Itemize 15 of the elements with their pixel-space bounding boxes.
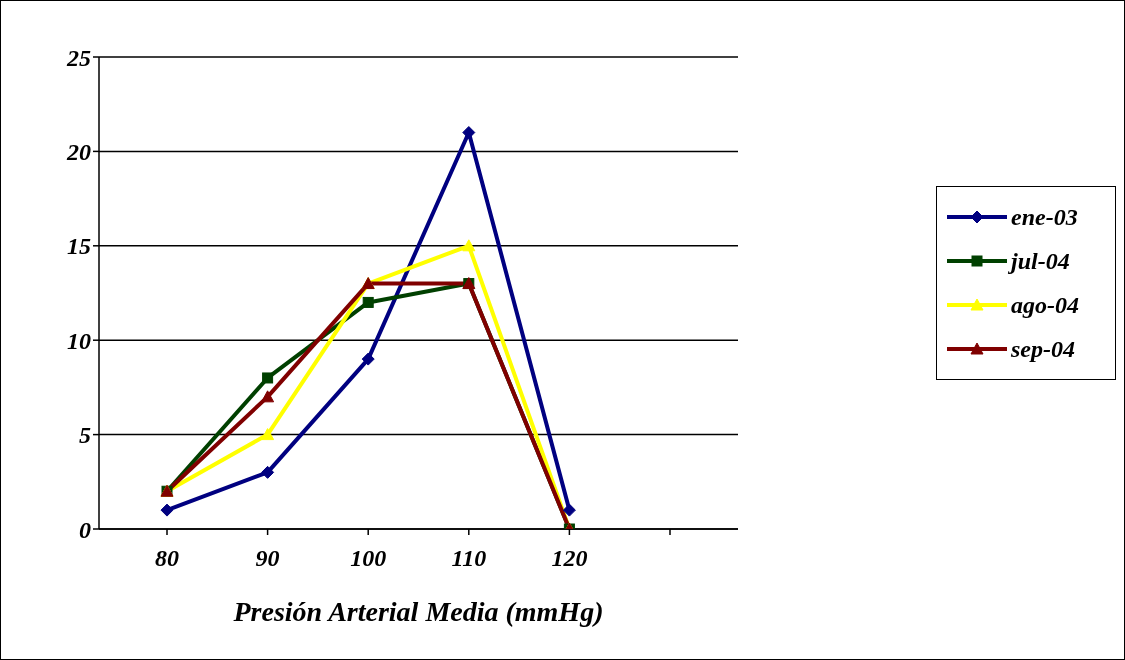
legend-label: sep-04 (1011, 335, 1075, 363)
y-tick-label: 0 (79, 516, 91, 543)
y-tick-label: 5 (79, 422, 91, 449)
legend-label: ago-04 (1011, 291, 1079, 319)
x-tick-label: 90 (255, 545, 280, 572)
y-tick-label: 25 (66, 44, 91, 71)
y-tick-label: 20 (66, 138, 91, 165)
y-tick-label: 15 (67, 233, 91, 260)
legend-label: ene-03 (1011, 203, 1078, 231)
y-tick-label: 10 (67, 327, 91, 354)
x-tick-label: 120 (551, 545, 588, 572)
x-tick-label: 80 (155, 545, 179, 572)
x-tick-label: 110 (451, 545, 487, 572)
x-tick-label: 100 (350, 545, 387, 572)
x-axis-title: Presión Arterial Media (mmHg) (232, 596, 604, 627)
